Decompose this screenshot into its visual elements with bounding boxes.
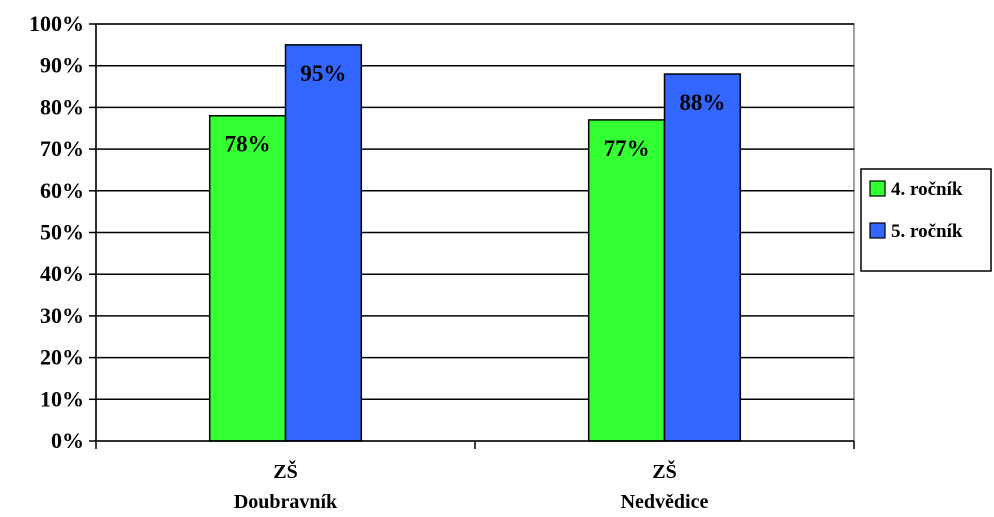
legend-entry: 5. ročník: [891, 221, 963, 242]
y-tick-label: 60%: [40, 178, 84, 203]
data-label: 95%: [300, 61, 346, 86]
y-tick-label: 50%: [40, 220, 84, 245]
y-tick-label: 90%: [40, 53, 84, 78]
data-label: 78%: [225, 132, 271, 157]
bar: [284, 44, 363, 442]
bar: [208, 114, 287, 442]
y-tick-label: 20%: [40, 345, 84, 370]
y-axis-ticks: 0% 10% 20% 30% 40% 50% 60% 70% 80% 90% 100%: [29, 11, 96, 453]
y-tick-label: 30%: [40, 303, 84, 328]
x-category-label: Nedvědice: [621, 491, 709, 513]
x-axis-ticks: ZŠ Doubravník ZŠ Nedvědice: [95, 441, 855, 513]
x-category-label: ZŠ: [273, 459, 297, 483]
legend-swatch: [869, 180, 886, 197]
bar: [663, 73, 742, 442]
x-category-label: ZŠ: [652, 459, 676, 483]
legend-swatch: [869, 222, 886, 239]
legend-entry: 4. ročník: [891, 179, 963, 200]
data-label: 88%: [679, 90, 725, 115]
y-tick-label: 100%: [29, 11, 84, 36]
x-category-label: Doubravník: [234, 491, 338, 513]
y-tick-label: 0%: [51, 428, 84, 453]
y-tick-label: 80%: [40, 94, 84, 119]
y-tick-label: 10%: [40, 386, 84, 411]
bar: [587, 119, 666, 442]
legend: 4. ročník 5. ročník: [860, 168, 992, 272]
y-tick-label: 40%: [40, 261, 84, 286]
data-label: 77%: [604, 136, 650, 161]
y-tick-label: 70%: [40, 136, 84, 161]
data-labels: 78% 77% 95% 88%: [225, 61, 726, 161]
